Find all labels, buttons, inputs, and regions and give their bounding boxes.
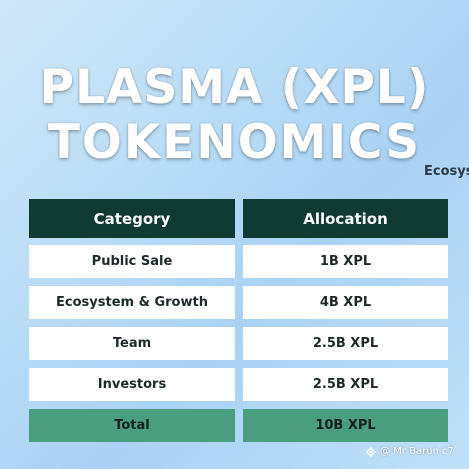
header-allocation: Allocation [243, 199, 448, 238]
row-team-category: Team [29, 327, 235, 360]
watermark: @ Mr Barun c7 [366, 446, 454, 457]
header-category: Category [29, 199, 235, 238]
row-ecosystem-category: Ecosystem & Growth [29, 286, 235, 319]
row-total-allocation: 10B XPL [243, 409, 448, 442]
row-investors-allocation: 2.5B XPL [243, 368, 448, 401]
row-public-sale-allocation: 1B XPL [243, 245, 448, 278]
watermark-logo-icon [366, 446, 376, 457]
row-team-allocation: 2.5B XPL [243, 327, 448, 360]
title-line-1: PLASMA (XPL) [39, 60, 430, 115]
title-line-2: TOKENOMICS [47, 115, 422, 170]
watermark-text: @ Mr Barun c7 [380, 446, 454, 457]
row-ecosystem-allocation: 4B XPL [243, 286, 448, 319]
row-public-sale-category: Public Sale [29, 245, 235, 278]
row-investors-category: Investors [29, 368, 235, 401]
clipped-side-text: Ecosys [424, 164, 469, 179]
row-total-category: Total [29, 409, 235, 442]
